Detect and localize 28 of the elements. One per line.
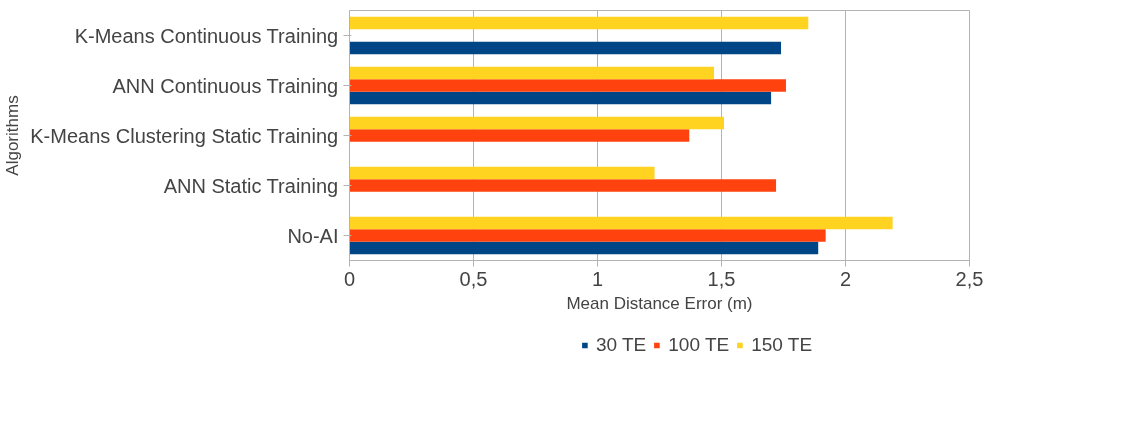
legend-label: 30 TE [595,334,647,356]
bar [349,41,782,55]
bar [349,216,893,230]
bar [349,79,786,92]
y-tick-label: ANN Static Training [163,174,339,197]
x-tick-label: 2 [839,267,852,290]
legend-label: 150 TE [751,334,813,356]
x-tick-label: 0 [343,267,356,290]
bar [349,229,826,242]
bar [349,241,819,255]
bar [349,179,777,192]
y-tick-label: K-Means Continuous Training [74,24,339,47]
x-axis-title: Mean Distance Error (m) [566,293,753,313]
y-axis-title: Algorithms [3,95,23,176]
y-tick-label: No-AI [287,224,339,247]
bar [349,91,772,105]
bar [349,129,690,142]
x-tick-label: 1 [591,267,604,290]
bar [349,66,715,80]
y-tick-label: ANN Continuous Training [112,74,339,97]
x-tick-label: 2,5 [955,267,984,290]
bar [349,116,724,130]
y-tick-label: K-Means Clustering Static Training [30,124,339,147]
bar [349,16,809,30]
x-tick-label: 1,5 [707,267,736,290]
x-tick-label: 0,5 [459,267,488,290]
legend-label: 100 TE [668,334,730,356]
bar [349,166,655,180]
